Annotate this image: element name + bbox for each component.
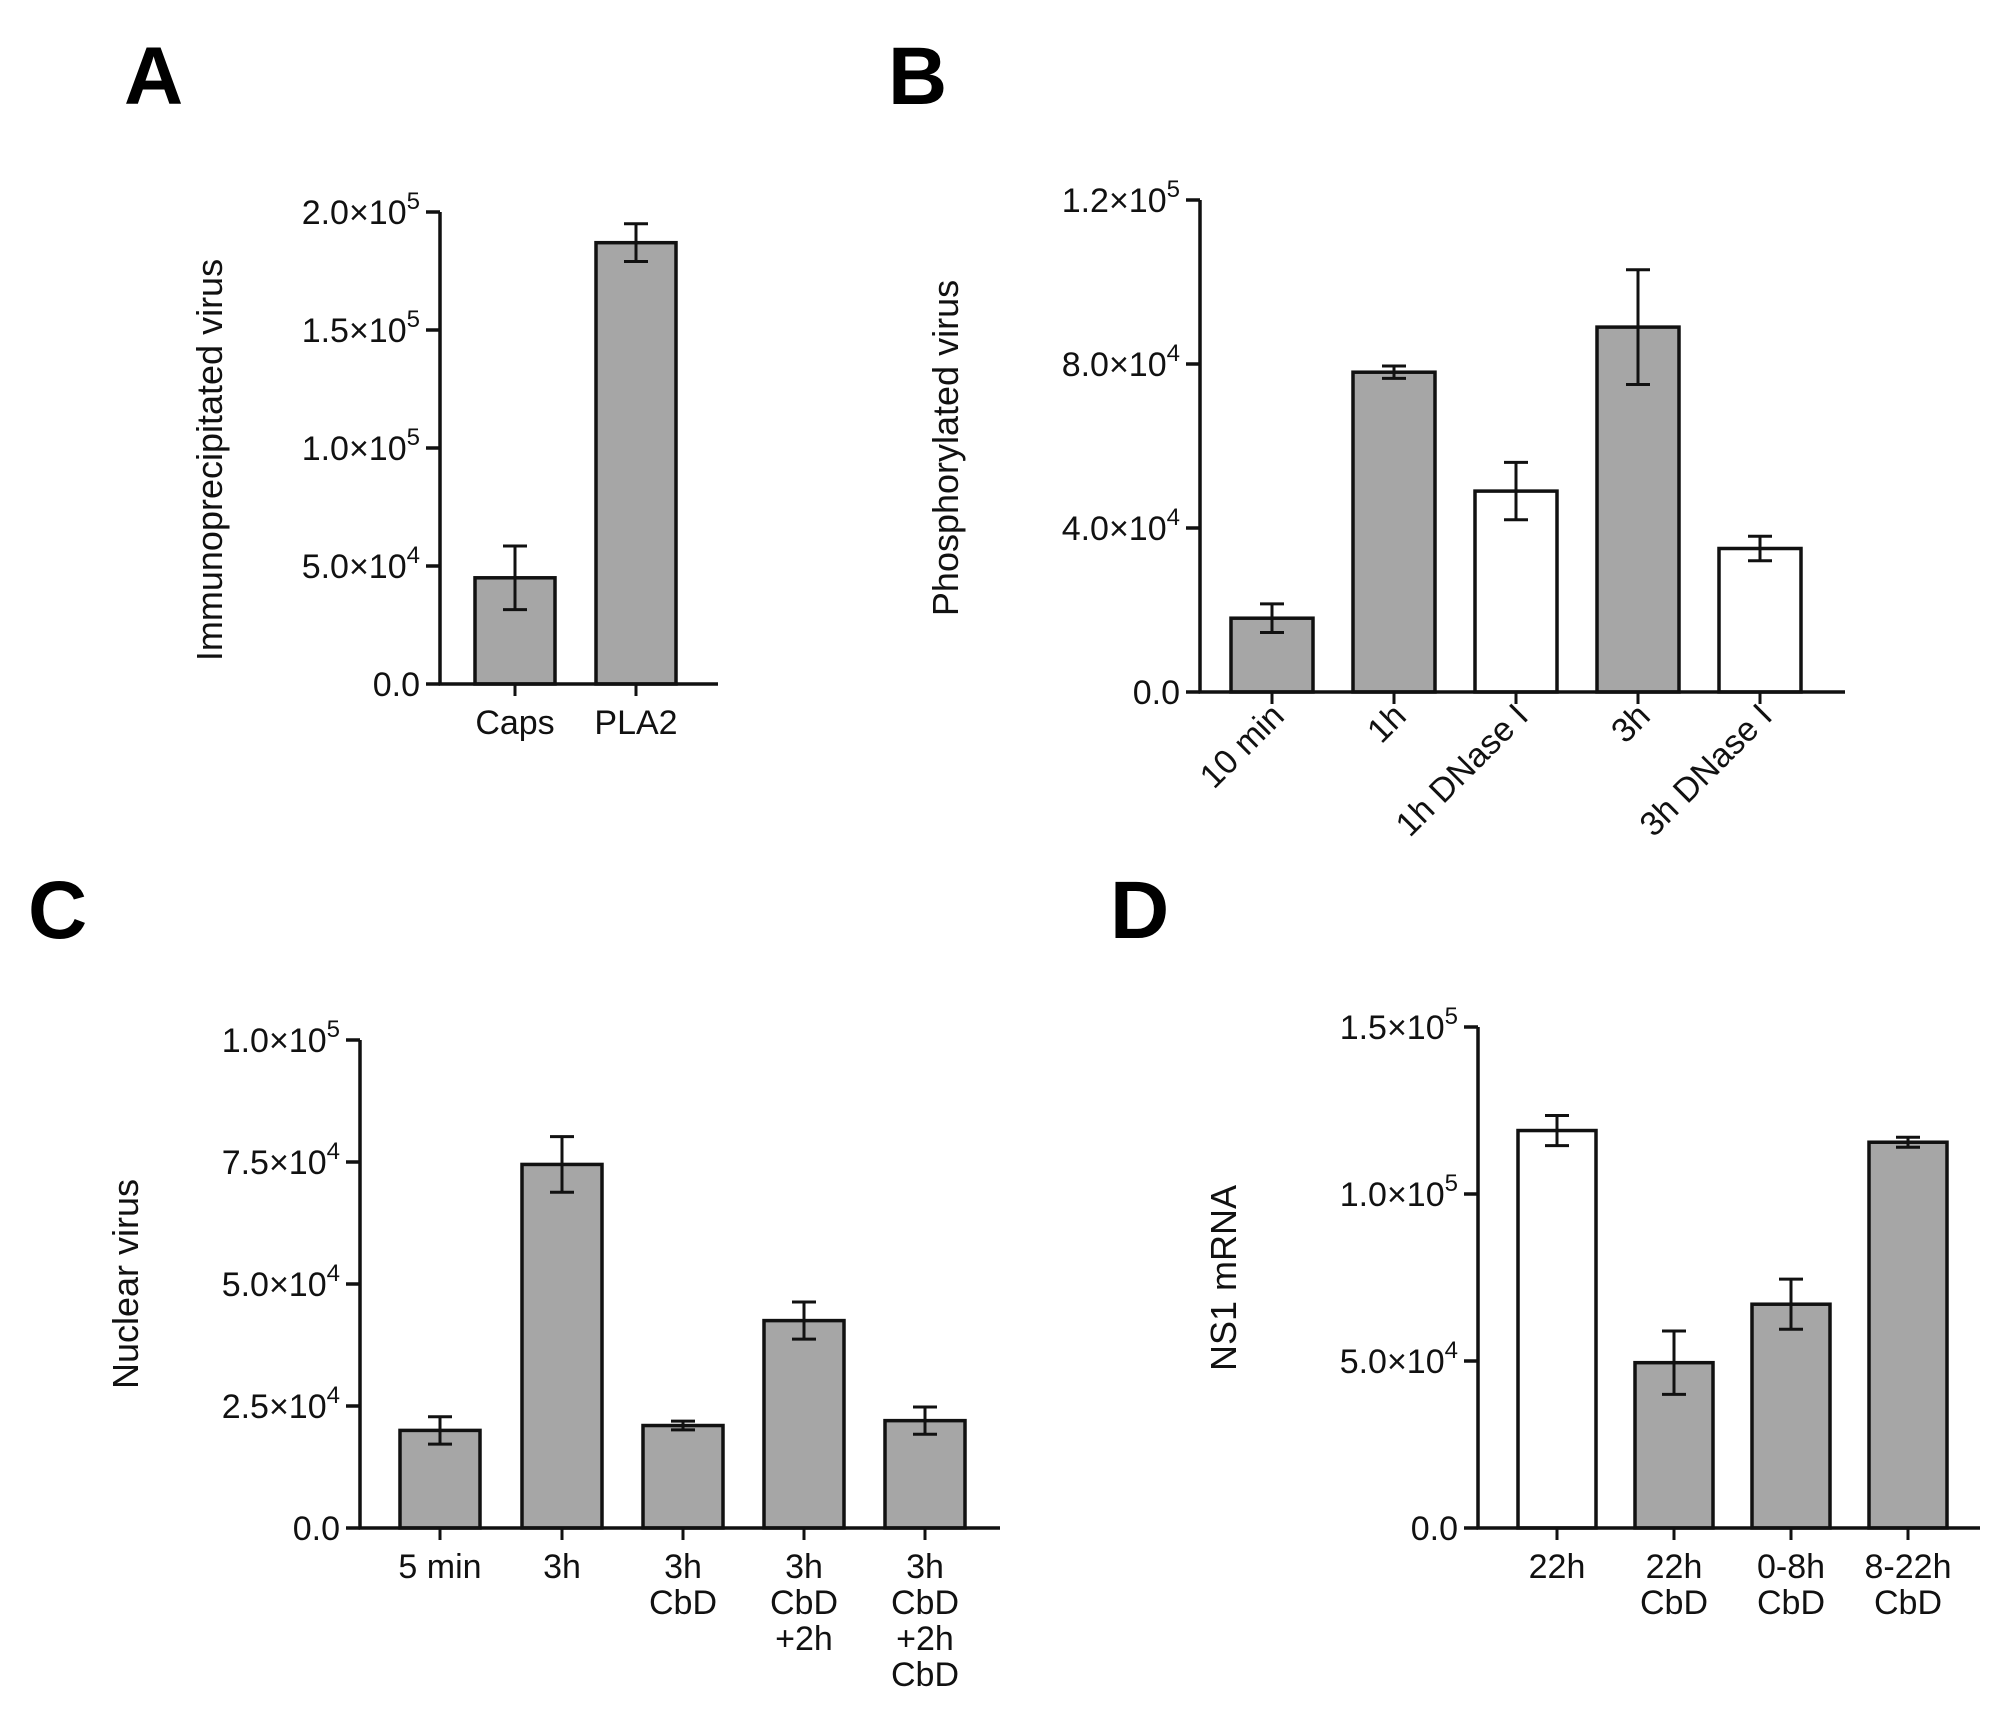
panel-label-c: C [28,865,88,956]
y-tick-label: 1.0×105 [1340,1170,1458,1214]
x-category-label: 1h DNase I [1389,697,1536,844]
bar [883,1418,967,1530]
error-bar [550,1135,574,1194]
x-category-label: 3h CbD +2h CbD [891,1548,959,1694]
error-bar [624,222,648,264]
x-category-label: 5 min [398,1548,481,1586]
panel-label-b: B [888,31,948,122]
error-bar [503,544,527,612]
error-bar [792,1300,816,1341]
x-category-label: 1h [1360,697,1414,751]
chart-panel-a: 0.0 5.0×104 1.0×105 1.5×105 2.0×105 Caps PLA2 I… [189,188,718,742]
y-axis-title: Phosphorylated virus [925,280,966,616]
y-tick-label: 5.0×104 [302,542,420,586]
x-category-label: Caps [475,704,554,742]
x-category-label: 10 min [1193,697,1292,796]
y-tick-label: 5.0×104 [222,1260,340,1304]
x-category-label: PLA2 [594,704,677,742]
error-bar [913,1405,937,1436]
x-category-label: 3h CbD +2h [770,1548,838,1658]
bar [641,1423,725,1530]
y-tick-label: 1.2×105 [1062,176,1180,220]
error-bar [1504,460,1528,522]
y-axis-title: Immunoprecipitated virus [189,259,230,661]
error-bar [1626,268,1650,386]
error-bar [1748,534,1772,563]
chart-panel-d: 0.0 5.0×104 1.0×105 1.5×105 22h 22h CbD 0-8h CbD… [1203,1003,1980,1622]
bar [1717,546,1803,694]
bar [1750,1302,1832,1530]
y-tick-label: 2.5×104 [222,1382,340,1426]
x-category-label: 3h DNase I [1633,697,1780,844]
bar [762,1318,846,1530]
bar [594,240,678,686]
x-category-label: 0-8h CbD [1757,1548,1825,1622]
y-tick-label: 0.0 [373,666,420,704]
error-bar [1896,1135,1920,1149]
y-axis-title: Nuclear virus [105,1179,146,1389]
chart-panel-c: 0.0 2.5×104 5.0×104 7.5×104 1.0×105 5 min 3h 3h… [105,1016,1000,1694]
x-category-label: 3h [1604,697,1658,751]
error-bar [1662,1329,1686,1396]
error-bar [1779,1277,1803,1331]
y-tick-label: 4.0×104 [1062,504,1180,548]
x-category-label: 22h CbD [1640,1548,1708,1622]
error-bar [1260,602,1284,635]
y-tick-label: 1.5×105 [1340,1003,1458,1047]
y-tick-label: 2.0×105 [302,188,420,232]
panel-label-d: D [1110,865,1170,956]
y-tick-label: 1.0×105 [222,1016,340,1060]
y-tick-label: 0.0 [1133,674,1180,712]
bar [1595,325,1681,694]
error-bar [428,1415,452,1446]
y-tick-label: 7.5×104 [222,1138,340,1182]
x-category-label: 3h [543,1548,581,1586]
bar [1867,1140,1949,1530]
y-tick-label: 1.0×105 [302,424,420,468]
y-tick-label: 1.5×105 [302,306,420,350]
y-tick-label: 0.0 [293,1510,340,1548]
y-axis-title: NS1 mRNA [1203,1185,1244,1371]
error-bar [671,1419,695,1432]
bar [1351,370,1437,694]
x-category-label: 3h CbD [649,1548,717,1622]
y-tick-label: 0.0 [1411,1510,1458,1548]
bar [520,1162,604,1530]
bar [1516,1128,1598,1530]
x-category-label: 22h [1529,1548,1586,1586]
y-tick-label: 8.0×104 [1062,340,1180,384]
error-bar [1545,1114,1569,1148]
panel-label-a: A [124,31,184,122]
error-bar [1382,364,1406,380]
y-tick-label: 5.0×104 [1340,1337,1458,1381]
x-category-label: 8-22h CbD [1865,1548,1952,1622]
